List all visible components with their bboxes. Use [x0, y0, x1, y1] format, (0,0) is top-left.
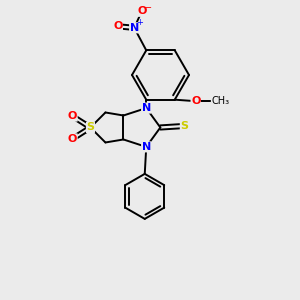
- Text: O: O: [68, 111, 77, 121]
- Text: −: −: [144, 3, 152, 13]
- Text: N: N: [130, 23, 139, 33]
- Text: N: N: [142, 103, 151, 113]
- Text: O: O: [137, 6, 146, 16]
- Text: O: O: [191, 96, 200, 106]
- Text: O: O: [113, 21, 122, 31]
- Text: S: S: [86, 122, 94, 133]
- Text: +: +: [136, 18, 143, 27]
- Text: N: N: [142, 142, 151, 152]
- Text: S: S: [180, 121, 188, 131]
- Text: O: O: [68, 134, 77, 144]
- Text: CH₃: CH₃: [211, 96, 230, 106]
